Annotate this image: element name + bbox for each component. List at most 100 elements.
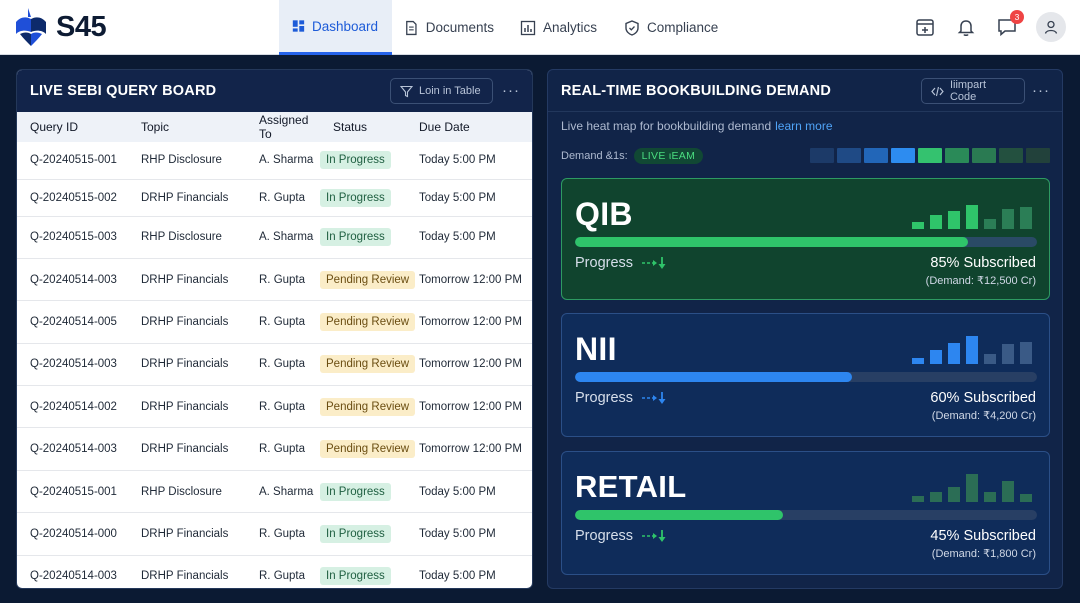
legend-label: Demand &1s: xyxy=(561,150,628,162)
mini-bar xyxy=(1002,344,1014,364)
assigned-cell: R. Gupta xyxy=(242,343,320,387)
heat-cell xyxy=(810,148,834,163)
heat-cell xyxy=(999,148,1023,163)
column-status[interactable]: Status xyxy=(333,120,368,134)
heat-cell xyxy=(945,148,969,163)
progress-label: Progress xyxy=(575,528,667,544)
status-badge: Pending Review xyxy=(320,397,416,416)
heat-cell xyxy=(837,148,861,163)
subscribed-text: 60% Subscribed xyxy=(930,390,1036,406)
column-query-id[interactable]: Query ID xyxy=(30,120,79,134)
demand-subtitle-row: Live heat map for bookbuilding demand lea… xyxy=(561,119,833,133)
assigned-cell: R. Gupta xyxy=(242,555,320,588)
table-row[interactable]: Q-20240515-003 RHP Disclosure A. Sharma In … xyxy=(17,216,532,259)
mini-bar xyxy=(912,222,924,229)
query-id-cell: Q-20240515-003 xyxy=(17,216,128,259)
bell-icon xyxy=(957,20,975,36)
tab-dashboard-label: Dashboard xyxy=(311,18,378,34)
mini-bar xyxy=(984,492,996,502)
join-table-button[interactable]: Loin in Table xyxy=(390,78,493,104)
column-topic[interactable]: Topic xyxy=(141,120,170,134)
demand-amount: (Demand: ₹12,500 Cr) xyxy=(925,275,1036,287)
status-badge: In Progress xyxy=(320,482,391,501)
trend-arrow-icon xyxy=(642,392,666,404)
mini-bar xyxy=(1020,207,1032,229)
brand-name: S45 xyxy=(56,10,107,43)
assigned-cell: A. Sharma xyxy=(242,216,320,259)
calendar-add-button[interactable] xyxy=(914,16,936,38)
status-badge: In Progress xyxy=(320,188,391,207)
progress-fill xyxy=(575,237,968,247)
table-row[interactable]: Q-20240514-005 DRHP Financials R. Gupta Pen… xyxy=(17,300,532,344)
demand-legend: Demand &1s: LIVE ιEAM xyxy=(561,147,704,165)
demand-card-qib[interactable]: QIB Progress 85% Subscribed (Demand: ₹12,50… xyxy=(561,178,1050,300)
heat-cell xyxy=(972,148,996,163)
user-avatar[interactable] xyxy=(1036,12,1066,42)
dashboard-icon xyxy=(292,20,305,32)
tab-compliance[interactable]: Compliance xyxy=(612,0,737,55)
mini-bar-chart xyxy=(912,205,1032,229)
query-board-title: LIVE SEBI QUERY BOARD xyxy=(30,83,217,99)
status-cell: In Progress xyxy=(320,216,419,259)
analytics-icon xyxy=(520,20,536,35)
mini-bar xyxy=(966,336,978,364)
tab-analytics[interactable]: Analytics xyxy=(508,0,612,55)
demand-title: REAL-TIME BOOKBUILDING DEMAND xyxy=(561,82,832,99)
status-cell: Pending Review xyxy=(320,427,419,471)
table-row[interactable]: Q-20240515-002 DRHP Financials R. Gupta In … xyxy=(17,179,532,217)
column-due-date[interactable]: Due Date xyxy=(419,120,470,134)
status-badge: Pending Review xyxy=(320,312,416,331)
messages-button[interactable]: 3 xyxy=(996,10,1024,38)
topic-cell: DRHP Financials xyxy=(128,512,242,556)
mini-bar xyxy=(1002,209,1014,229)
mini-bar xyxy=(930,492,942,502)
demand-panel: REAL-TIME BOOKBUILDING DEMAND Iiimpart C… xyxy=(547,69,1063,589)
topic-cell: DRHP Financials xyxy=(128,427,242,471)
demand-amount: (Demand: ₹1,800 Cr) xyxy=(931,548,1036,560)
brand-logo[interactable]: S45 xyxy=(14,8,107,46)
query-id-cell: Q-20240514-002 xyxy=(17,385,128,429)
table-row[interactable]: Q-20240514-003 DRHP Financials R. Gupta Pen… xyxy=(17,343,532,387)
status-cell: In Progress xyxy=(320,470,419,514)
status-cell: Pending Review xyxy=(320,343,419,387)
category-name: RETAIL xyxy=(575,469,687,504)
table-row[interactable]: Q-20240515-001 RHP Disclosure A. Sharma In … xyxy=(17,470,532,514)
demand-card-retail[interactable]: RETAIL Progress 45% Subscribed (Demand: ₹1,… xyxy=(561,451,1050,575)
table-row[interactable]: Q-20240515-001 RHP Disclosure A. Sharma In … xyxy=(17,142,532,180)
assigned-cell: A. Sharma xyxy=(242,470,320,514)
status-cell: In Progress xyxy=(320,142,419,180)
table-row[interactable]: Q-20240514-002 DRHP Financials R. Gupta Pen… xyxy=(17,385,532,429)
due-date-cell: Today 5:00 PM xyxy=(419,216,532,259)
mini-bar xyxy=(966,205,978,229)
query-id-cell: Q-20240514-003 xyxy=(17,427,128,471)
tab-documents[interactable]: Documents xyxy=(392,0,508,55)
table-row[interactable]: Q-20240514-003 DRHP Financials R. Gupta Pen… xyxy=(17,427,532,471)
demand-subtitle: Live heat map for bookbuilding demand xyxy=(561,119,772,133)
progress-fill xyxy=(575,510,783,520)
assigned-cell: R. Gupta xyxy=(242,427,320,471)
status-cell: In Progress xyxy=(320,512,419,556)
due-date-cell: Today 5:00 PM xyxy=(419,512,532,556)
demand-card-nii[interactable]: NII Progress 60% Subscribed (Demand: ₹4,200… xyxy=(561,313,1050,437)
notifications-button[interactable] xyxy=(955,16,977,38)
tab-dashboard[interactable]: Dashboard xyxy=(279,0,392,55)
column-assigned-to[interactable]: Assigned To xyxy=(259,113,309,141)
import-code-button[interactable]: Iiimpart Code xyxy=(921,78,1025,104)
user-icon xyxy=(1044,20,1058,34)
due-date-cell: Today 5:00 PM xyxy=(419,142,532,180)
query-board-more-button[interactable]: ··· xyxy=(502,81,520,99)
table-row[interactable]: Q-20240514-000 DRHP Financials R. Gupta In … xyxy=(17,512,532,556)
status-cell: Pending Review xyxy=(320,258,419,302)
demand-more-button[interactable]: ··· xyxy=(1032,81,1050,99)
progress-track xyxy=(575,372,1037,382)
table-row[interactable]: Q-20240514-003 DRHP Financials R. Gupta Pen… xyxy=(17,258,532,302)
mini-bar xyxy=(912,496,924,502)
table-row[interactable]: Q-20240514-003 DRHP Financials R. Gupta In … xyxy=(17,555,532,588)
topic-cell: DRHP Financials xyxy=(128,258,242,302)
status-badge: Pending Review xyxy=(320,440,416,459)
progress-label-text: Progress xyxy=(575,528,634,544)
learn-more-link[interactable]: learn more xyxy=(775,119,833,133)
heat-cell xyxy=(918,148,942,163)
status-cell: Pending Review xyxy=(320,300,419,344)
query-table: Query ID Topic Assigned To Status Due Da… xyxy=(17,112,532,588)
